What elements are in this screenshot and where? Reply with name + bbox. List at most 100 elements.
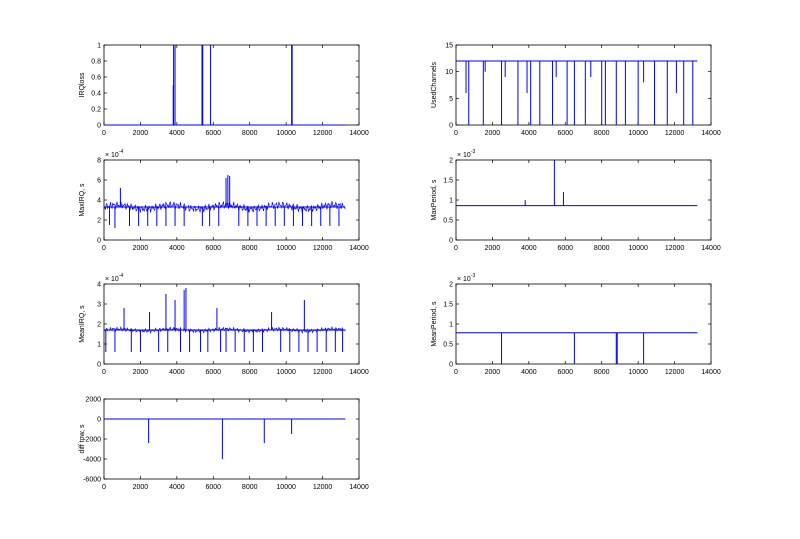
y-tick-label: 0.6 — [91, 75, 101, 82]
x-tick-label: 10000 — [276, 245, 296, 252]
series-noise — [103, 200, 346, 213]
y-tick-label: 2 — [449, 282, 453, 289]
y-tick-label: 3 — [97, 302, 101, 309]
y-tick-label: -2000 — [83, 437, 101, 444]
y-axis-label: MaxPeriod, s — [431, 179, 438, 220]
y-tick-label: -6000 — [83, 477, 101, 484]
y-tick-label: 15 — [445, 43, 453, 50]
x-tick-label: 14000 — [349, 245, 369, 252]
y-tick-label: 0 — [449, 362, 453, 369]
y-tick-label: 0.8 — [91, 59, 101, 66]
x-tick-label: 8000 — [242, 130, 258, 137]
y-tick-label: 1.5 — [443, 178, 453, 185]
y-tick-label: 0 — [449, 238, 453, 245]
x-tick-label: 8000 — [242, 369, 258, 376]
y-tick-label: 0 — [97, 417, 101, 424]
x-tick-label: 14000 — [349, 369, 369, 376]
axis-exponent: × 10-3 — [457, 149, 475, 159]
y-tick-label: 2 — [97, 218, 101, 225]
x-tick-label: 2000 — [133, 245, 149, 252]
x-tick-label: 0 — [102, 245, 106, 252]
series-noise — [103, 325, 346, 334]
y-tick-label: 2 — [449, 158, 453, 165]
x-tick-label: 6000 — [205, 484, 221, 491]
y-tick-label: 1.5 — [443, 302, 453, 309]
axes-frame — [455, 159, 712, 241]
x-tick-label: 12000 — [313, 245, 333, 252]
y-tick-label: 0 — [97, 123, 101, 130]
x-tick-label: 10000 — [628, 130, 648, 137]
y-tick-label: 8 — [97, 158, 101, 165]
x-tick-label: 14000 — [701, 130, 721, 137]
x-tick-label: 10000 — [628, 369, 648, 376]
y-tick-label: 5 — [449, 96, 453, 103]
x-tick-label: 4000 — [521, 245, 537, 252]
subplot-6: 0 2000 4000 6000 8000 10000 12000 14000 0 0.5 1 1.5… — [431, 273, 721, 376]
x-tick-label: 12000 — [313, 369, 333, 376]
x-tick-label: 6000 — [557, 130, 573, 137]
x-tick-label: 12000 — [313, 484, 333, 491]
y-tick-label: 0.4 — [91, 91, 101, 98]
axis-exponent: × 10-4 — [105, 273, 123, 283]
x-tick-label: 10000 — [276, 484, 296, 491]
axes-frame — [103, 398, 360, 480]
axis-exponent: × 10-4 — [105, 149, 123, 159]
subplot-4: 0 2000 4000 6000 8000 10000 12000 14000 0 0.5 1 1.5… — [431, 149, 721, 252]
x-tick-label: 6000 — [205, 245, 221, 252]
axes-frame — [103, 44, 360, 126]
y-tick-label: 6 — [97, 178, 101, 185]
y-axis-label: IRQloss — [79, 72, 86, 97]
x-tick-label: 10000 — [628, 245, 648, 252]
axes-frame — [455, 44, 712, 126]
x-tick-label: 4000 — [169, 484, 185, 491]
x-tick-label: 12000 — [665, 245, 685, 252]
y-axis-label: MeanIRQ, s — [79, 305, 86, 343]
x-tick-label: 0 — [102, 484, 106, 491]
x-tick-label: 2000 — [133, 130, 149, 137]
x-tick-label: 6000 — [557, 369, 573, 376]
x-tick-label: 8000 — [594, 369, 610, 376]
x-tick-label: 10000 — [276, 369, 296, 376]
x-tick-label: 6000 — [205, 130, 221, 137]
x-tick-label: 0 — [454, 245, 458, 252]
x-tick-label: 14000 — [701, 245, 721, 252]
y-tick-label: 1 — [97, 342, 101, 349]
x-tick-label: 2000 — [485, 245, 501, 252]
y-tick-label: 2 — [97, 322, 101, 329]
x-tick-label: 2000 — [133, 369, 149, 376]
x-tick-label: 14000 — [701, 369, 721, 376]
y-tick-label: -4000 — [83, 457, 101, 464]
x-tick-label: 4000 — [169, 369, 185, 376]
x-tick-label: 2000 — [485, 130, 501, 137]
axis-exponent: × 10-3 — [457, 273, 475, 283]
subplot-3: 0 2000 4000 6000 8000 10000 12000 14000 0 2 4 6 8 Max… — [79, 149, 369, 252]
x-tick-label: 2000 — [133, 484, 149, 491]
axes-frame — [103, 283, 360, 365]
y-axis-label: MaxIRQ, s — [79, 183, 86, 217]
x-tick-label: 10000 — [276, 130, 296, 137]
y-tick-label: 4 — [97, 198, 101, 205]
y-tick-label: 2000 — [85, 397, 101, 404]
x-tick-label: 14000 — [349, 484, 369, 491]
x-tick-label: 12000 — [313, 130, 333, 137]
x-tick-label: 4000 — [521, 369, 537, 376]
x-tick-label: 4000 — [521, 130, 537, 137]
y-tick-label: 4 — [97, 282, 101, 289]
y-tick-label: 10 — [445, 69, 453, 76]
y-tick-label: 1 — [449, 322, 453, 329]
axes-frame — [103, 159, 360, 241]
subplot-5: 0 2000 4000 6000 8000 10000 12000 14000 0 1 2 3 4 Mea… — [79, 273, 369, 376]
x-tick-label: 6000 — [205, 369, 221, 376]
x-tick-label: 8000 — [242, 245, 258, 252]
x-tick-label: 4000 — [169, 245, 185, 252]
y-tick-label: 0.5 — [443, 218, 453, 225]
y-tick-label: 0.5 — [443, 342, 453, 349]
x-tick-label: 8000 — [242, 484, 258, 491]
x-tick-label: 2000 — [485, 369, 501, 376]
x-tick-label: 0 — [102, 130, 106, 137]
x-tick-label: 0 — [454, 130, 458, 137]
x-tick-label: 14000 — [349, 130, 369, 137]
y-axis-label: MeanPeriod, s — [431, 301, 438, 347]
subplot-2: 0 2000 4000 6000 8000 10000 12000 14000 0 5 10 15 Us… — [431, 43, 721, 138]
